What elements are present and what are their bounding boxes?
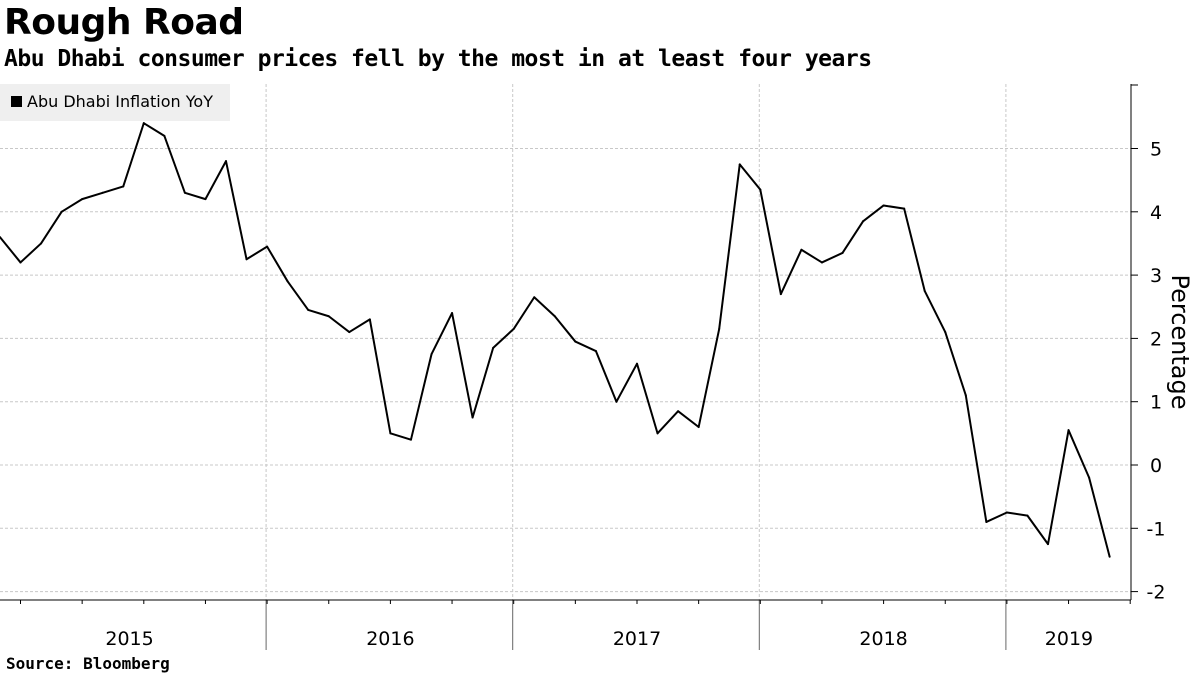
data-point	[60, 210, 63, 213]
chart-subtitle: Abu Dhabi consumer prices fell by the mo…	[4, 46, 872, 72]
data-point	[512, 327, 515, 330]
data-point	[1005, 511, 1008, 514]
data-point	[636, 362, 638, 365]
x-tick-label: 2017	[613, 628, 661, 650]
legend-swatch	[11, 96, 22, 107]
y-tick-label: 3	[1150, 265, 1162, 287]
data-point	[903, 207, 906, 210]
data-point	[553, 315, 556, 318]
data-point	[594, 350, 597, 353]
y-tick-label: -2	[1147, 582, 1166, 604]
data-point	[656, 432, 659, 435]
data-point	[0, 236, 1, 239]
data-point	[122, 185, 125, 188]
data-point	[718, 327, 721, 330]
data-point	[451, 312, 454, 315]
x-tick-label: 2018	[859, 628, 907, 650]
y-tick-label: -1	[1147, 518, 1166, 540]
data-point	[307, 308, 310, 311]
chart-title: Rough Road	[4, 2, 244, 43]
data-point	[204, 198, 207, 201]
data-point	[677, 410, 680, 413]
data-point	[471, 416, 474, 419]
y-axis-label: Percentage	[1166, 274, 1194, 409]
data-point	[286, 280, 289, 283]
x-tick-label: 2015	[105, 628, 153, 650]
data-point	[1067, 429, 1070, 432]
data-point	[142, 122, 145, 125]
data-point	[1026, 514, 1029, 517]
data-point	[1047, 543, 1049, 546]
data-point	[389, 432, 392, 435]
data-point	[1088, 476, 1091, 479]
data-point	[183, 191, 186, 194]
legend	[0, 84, 230, 121]
legend-label: Abu Dhabi Inflation YoY	[27, 92, 213, 111]
data-point	[820, 261, 823, 264]
data-point	[266, 245, 269, 248]
source-note: Source: Bloomberg	[6, 654, 170, 673]
x-tick-label: 2016	[366, 628, 414, 650]
x-tick-label: 2019	[1045, 628, 1093, 650]
data-point	[430, 353, 433, 356]
data-point	[327, 315, 330, 318]
data-point	[492, 346, 495, 349]
data-point	[368, 318, 371, 321]
y-tick-label: 0	[1150, 455, 1162, 477]
data-point	[697, 426, 700, 429]
data-point	[81, 198, 84, 201]
data-point	[779, 293, 782, 296]
data-point	[348, 331, 351, 334]
data-point	[163, 134, 166, 137]
data-point	[1108, 555, 1111, 558]
data-point	[101, 191, 104, 194]
series-line	[0, 122, 1111, 558]
data-point	[533, 296, 536, 299]
data-point	[923, 289, 926, 292]
data-point	[615, 400, 618, 403]
data-point	[862, 220, 865, 223]
data-point	[882, 204, 885, 207]
data-point	[225, 160, 227, 163]
data-point	[409, 438, 412, 441]
data-point	[841, 251, 844, 254]
data-point	[759, 188, 762, 191]
data-point	[40, 242, 43, 245]
data-point	[738, 163, 741, 166]
data-point	[985, 520, 988, 523]
data-point	[944, 331, 947, 334]
data-point	[19, 261, 22, 264]
y-tick-label: 5	[1150, 139, 1162, 161]
data-point	[800, 248, 803, 251]
y-tick-label: 2	[1150, 328, 1162, 350]
data-point	[574, 340, 577, 343]
y-tick-label: 4	[1150, 202, 1162, 224]
data-point	[245, 258, 248, 261]
data-point	[964, 394, 967, 397]
y-tick-label: 1	[1150, 392, 1162, 414]
